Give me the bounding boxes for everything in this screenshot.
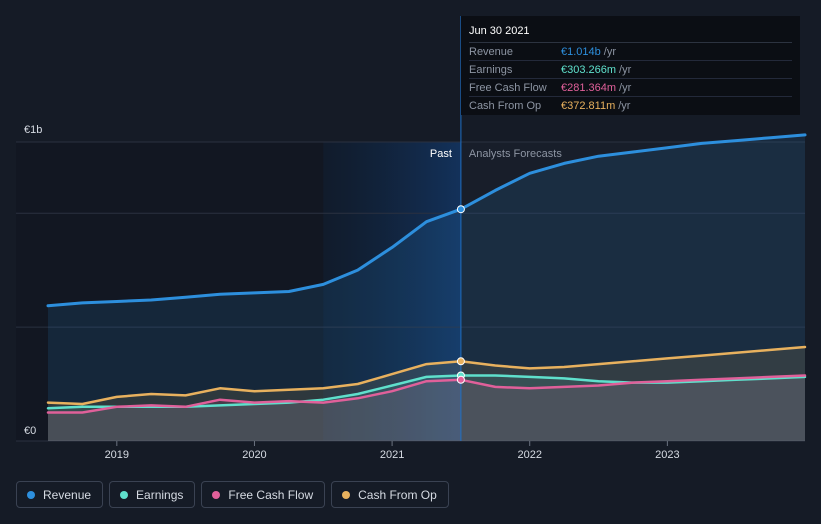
tooltip-unit: /yr	[619, 81, 632, 94]
legend-label: Revenue	[43, 487, 92, 502]
tooltip-value: €1.014b	[561, 45, 601, 58]
legend-label: Cash From Op	[358, 487, 437, 502]
tooltip-row-earnings: Earnings €303.266m /yr	[469, 61, 792, 79]
tooltip-label: Revenue	[469, 45, 514, 58]
series-area-free-cash-flow	[48, 375, 805, 441]
tooltip-unit: /yr	[618, 99, 631, 112]
tooltip-value: €303.266m	[561, 63, 617, 76]
legend-dot-icon	[342, 490, 351, 499]
series-line-cash-from-op	[46, 345, 807, 406]
legend-dot-icon	[120, 490, 129, 499]
tooltip: Jun 30 2021 Revenue €1.014b /yr Earnings…	[461, 16, 800, 115]
legend-item-revenue[interactable]: Revenue	[16, 481, 104, 508]
legend: Revenue Earnings Free Cash Flow Cash Fro…	[16, 481, 449, 508]
series-area-earnings	[48, 375, 805, 441]
hover-marker-cash-from-op	[456, 357, 465, 366]
hover-marker-revenue	[456, 205, 465, 214]
series-line-revenue	[46, 133, 807, 308]
x-tick-label: 2022	[517, 449, 541, 461]
legend-item-earnings[interactable]: Earnings	[109, 481, 196, 508]
tooltip-unit: /yr	[619, 63, 632, 76]
tooltip-row-free-cash-flow: Free Cash Flow €281.364m /yr	[469, 79, 792, 97]
series-area-cash-from-op	[48, 347, 805, 441]
legend-item-cash-from-op[interactable]: Cash From Op	[331, 481, 449, 508]
legend-label: Free Cash Flow	[228, 487, 314, 502]
tooltip-date: Jun 30 2021	[469, 25, 792, 43]
tooltip-value: €372.811m	[561, 99, 616, 112]
x-tick-label: 2023	[655, 449, 679, 461]
forecast-label: Analysts Forecasts	[469, 148, 562, 160]
legend-dot-icon	[27, 490, 35, 499]
tooltip-label: Earnings	[469, 63, 513, 76]
x-tick-label: 2020	[242, 449, 266, 461]
legend-label: Earnings	[136, 487, 184, 502]
x-tick-label: 2019	[105, 449, 129, 461]
y-tick-label: €1b	[24, 124, 42, 136]
legend-item-free-cash-flow[interactable]: Free Cash Flow	[201, 481, 326, 508]
tooltip-row-cash-from-op: Cash From Op €372.811m /yr	[469, 97, 792, 114]
tooltip-label: Free Cash Flow	[469, 81, 547, 94]
series-area-revenue	[48, 134, 805, 441]
tooltip-value: €281.364m	[561, 81, 617, 94]
tooltip-unit: /yr	[603, 45, 616, 58]
x-tick-label: 2021	[380, 449, 404, 461]
legend-dot-icon	[212, 490, 221, 499]
past-label: Past	[430, 148, 452, 160]
series-line-free-cash-flow	[46, 374, 807, 414]
tooltip-label: Cash From Op	[469, 99, 542, 112]
hover-marker-free-cash-flow	[456, 375, 465, 384]
y-tick-label: €0	[24, 425, 36, 437]
tooltip-row-revenue: Revenue €1.014b /yr	[469, 43, 792, 61]
